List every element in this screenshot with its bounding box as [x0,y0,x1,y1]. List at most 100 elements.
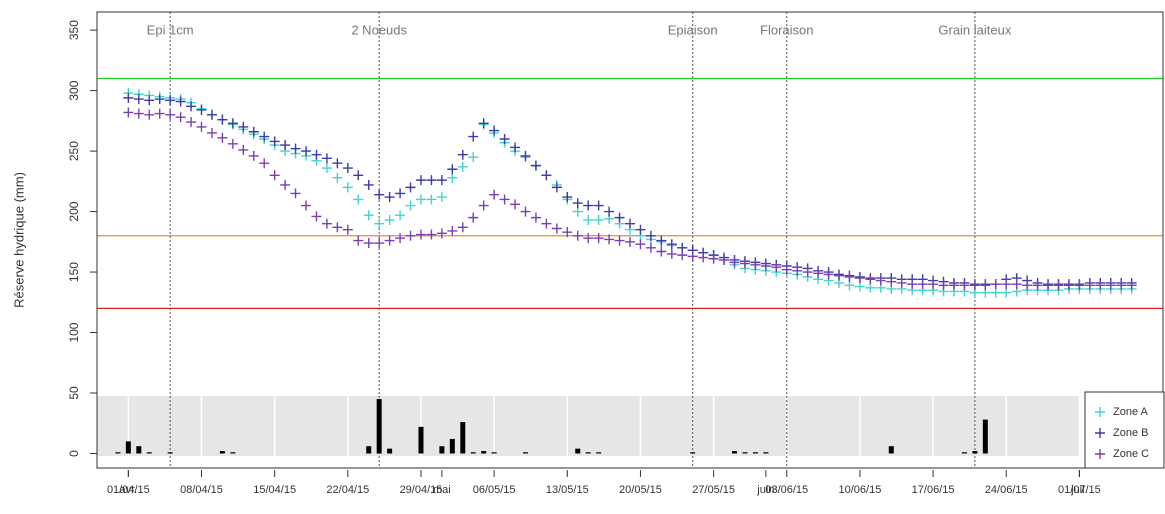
rain-bar [418,426,424,454]
point [990,287,1001,298]
point [907,279,918,290]
point [593,215,604,226]
point [719,254,730,265]
rain-bar [439,446,445,454]
x-tick-label: 17/06/15 [912,484,955,496]
legend-label: Zone B [1113,427,1148,439]
point [635,239,646,250]
point [677,250,688,261]
point [206,127,217,138]
point [457,222,468,233]
point [844,271,855,282]
x-tick-label: 27/05/15 [692,484,735,496]
point [123,92,134,103]
point [186,117,197,128]
point [1053,280,1064,291]
point [353,235,364,246]
point [959,280,970,291]
point [583,233,594,244]
stage-label: Epi 1cm [147,22,194,37]
point [415,175,426,186]
y-tick-label: 150 [67,262,81,282]
point [656,235,667,246]
rain-bar [982,419,988,454]
rain-bar [888,446,894,454]
point [468,152,479,163]
point [562,192,573,203]
rain-bar [387,448,393,454]
rain-bar [575,448,581,454]
point [489,125,500,136]
point [123,107,134,118]
point [144,95,155,106]
rain-bar [366,446,372,454]
point [1063,280,1074,291]
point [196,104,207,115]
point [342,224,353,235]
x-tick-label: 08/04/15 [180,484,223,496]
point [614,235,625,246]
point [708,253,719,264]
point [311,211,322,222]
point [510,199,521,210]
point [280,179,291,190]
x-tick-label: 01/04/15 [107,484,150,496]
point [217,114,228,125]
point [541,170,552,181]
point [1043,280,1054,291]
x-tick-label: 13/05/15 [546,484,589,496]
point [384,192,395,203]
point [645,230,656,241]
point [781,264,792,275]
legend-marker [1095,428,1105,438]
point [604,234,615,245]
point [447,225,458,236]
point [395,188,406,199]
rain-bar [763,452,769,454]
point [583,200,594,211]
point [238,144,249,155]
rain-bar [460,422,466,454]
point [844,280,855,291]
point [854,281,865,292]
point [823,269,834,280]
point [426,229,437,240]
point [144,109,155,120]
point [342,182,353,193]
legend-label: Zone A [1113,406,1149,418]
point [175,112,186,123]
point [248,126,259,137]
point [374,218,385,229]
point [332,158,343,169]
y-tick-label: 200 [67,201,81,221]
point [321,153,332,164]
point [750,259,761,270]
point [269,170,280,181]
point [865,274,876,285]
point [290,143,301,154]
point [468,212,479,223]
point [165,95,176,106]
x-tick-label: 29/04/15 [400,484,443,496]
x-tick-label: 20/05/15 [619,484,662,496]
y-tick-label: 100 [67,322,81,342]
point [572,230,583,241]
point [990,279,1001,290]
point [865,282,876,293]
point [478,200,489,211]
point [562,227,573,238]
point [363,210,374,221]
x-tick-label: juil. [1070,484,1088,496]
point [645,242,656,253]
rain-bar [690,452,696,454]
point [478,118,489,129]
point [206,109,217,120]
rain-bar [376,399,382,454]
point [614,212,625,223]
rain-bar [449,438,455,454]
point [395,233,406,244]
rain-bar [115,452,121,454]
point [426,194,437,205]
point [1074,280,1085,291]
rain-bar [972,451,978,454]
